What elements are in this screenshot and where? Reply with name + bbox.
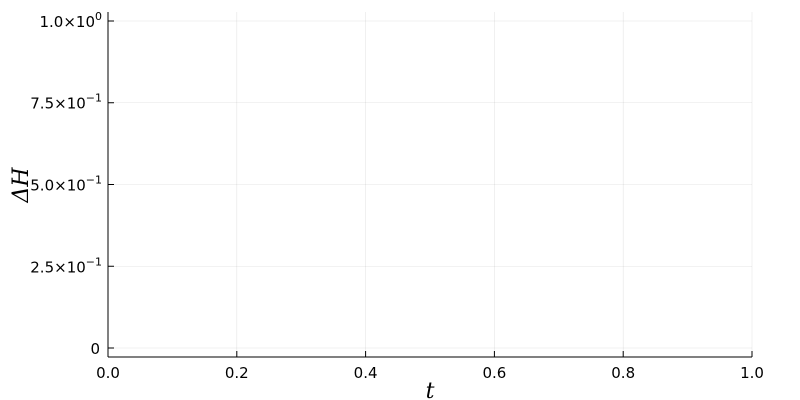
y-tick-label: 0	[90, 340, 100, 358]
x-tick-label: 0.2	[225, 364, 249, 382]
x-tick-label: 1.0	[740, 364, 764, 382]
x-tick-label: 0.8	[611, 364, 635, 382]
x-axis-label: t	[426, 379, 435, 400]
y-tick-label: 1.0×100	[39, 10, 102, 31]
x-tick-label: 0.6	[482, 364, 506, 382]
y-axis-label: ΔH	[9, 167, 34, 204]
y-tick-label: 5.0×10−1	[30, 174, 102, 195]
ticks: 0.0 0.2 0.4 0.6 0.8 1.0 0 2.5×10−1 5.0×10−1 7.5×1…	[30, 10, 764, 382]
grid	[107, 12, 753, 357]
x-tick-label: 0.4	[354, 364, 378, 382]
y-tick-label: 2.5×10−1	[30, 255, 102, 276]
x-tick-label: 0.0	[96, 364, 120, 382]
y-tick-label: 7.5×10−1	[30, 92, 102, 113]
